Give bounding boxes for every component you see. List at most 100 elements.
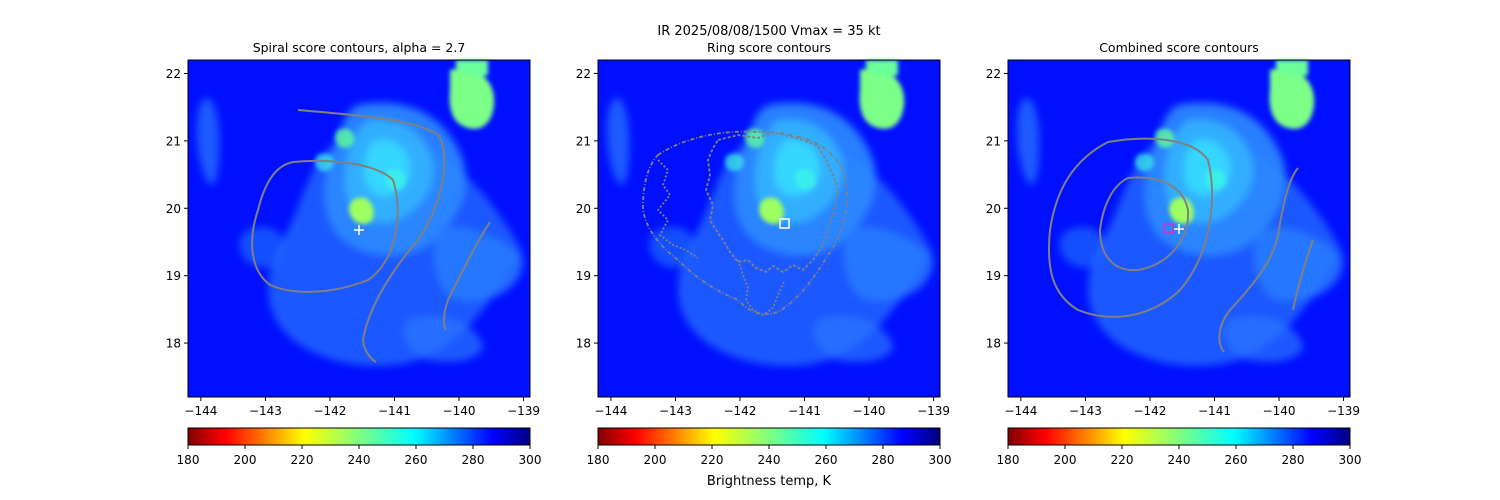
spiral-contours: [251, 109, 491, 363]
x-tick-label: −144: [184, 404, 217, 418]
ring-contour-dense-core: [705, 131, 839, 273]
colorbar-gradient: [1007, 427, 1351, 446]
ring-contour-south: [737, 259, 785, 316]
y-axis: 18 19 20 21 22: [576, 67, 598, 351]
colorbar-tick-label: 220: [1111, 453, 1134, 467]
x-tick-label: −144: [594, 404, 627, 418]
colorbar-tick-label: 280: [1282, 453, 1305, 467]
ring-contour-outer: [642, 130, 848, 315]
x-tick-label: −143: [249, 404, 282, 418]
panel-title: Ring score contours: [707, 40, 831, 55]
spiral-contour-outer: [297, 109, 446, 363]
y-tick-label: 19: [986, 269, 1001, 283]
x-tick-label: −141: [1198, 404, 1231, 418]
marker: [354, 225, 364, 235]
x-tick-label: −139: [1327, 404, 1360, 418]
x-tick-label: −142: [723, 404, 756, 418]
x-tick-label: −142: [1133, 404, 1166, 418]
figure-suptitle: IR 2025/08/08/1500 Vmax = 35 kt: [657, 24, 880, 39]
colorbar-2: 180 200 220 240 260 280 300 Brightness temp, K: [587, 427, 952, 489]
y-tick-label: 22: [986, 67, 1001, 81]
colorbar-ticks: 180 200 220 240 260 280 300: [997, 445, 1362, 467]
x-axis: −144 −143 −142 −141 −140 −139: [594, 397, 950, 418]
y-tick-label: 21: [576, 134, 591, 148]
colorbar-tick-label: 240: [1168, 453, 1191, 467]
spiral-contour-right: [442, 221, 491, 331]
ring-contours: [642, 130, 848, 316]
y-axis: 18 19 20 21 22: [986, 67, 1008, 351]
x-tick-label: −143: [659, 404, 692, 418]
y-tick-label: 19: [576, 269, 591, 283]
colorbar-tick-label: 300: [1339, 453, 1362, 467]
combined-contours: [1047, 137, 1314, 353]
colorbar-tick-label: 260: [405, 453, 428, 467]
plot-frame: [597, 59, 941, 398]
colorbar-ticks: 180 200 220 240 260 280 300: [177, 445, 542, 467]
x-tick-label: −141: [788, 404, 821, 418]
combined-contour-right: [1218, 167, 1299, 353]
colorbar-tick-label: 260: [1225, 453, 1248, 467]
ring-center-marker: [779, 218, 790, 229]
colorbar-tick-label: 280: [462, 453, 485, 467]
best-track-center-marker: [1174, 224, 1184, 234]
spiral-contour-inner: [251, 159, 399, 293]
panel-ring: Ring score contours −144 −143 −142 −141 −140…: [576, 40, 950, 418]
colorbar-tick-label: 200: [234, 453, 257, 467]
y-tick-label: 20: [576, 202, 591, 216]
y-tick-label: 18: [986, 337, 1001, 351]
y-tick-label: 22: [576, 67, 591, 81]
combined-contour-east: [1292, 239, 1314, 311]
colorbar-label: Brightness temp, K: [707, 474, 832, 489]
x-tick-label: −140: [443, 404, 476, 418]
combined-contour-outer: [1047, 137, 1214, 318]
x-tick-label: −142: [313, 404, 346, 418]
colorbar-tick-label: 180: [997, 453, 1020, 467]
x-tick-label: −139: [917, 404, 950, 418]
ring-contour-west: [657, 159, 699, 259]
marker: [779, 218, 790, 229]
colorbar-3: 180 200 220 240 260 280 300: [997, 427, 1362, 467]
x-tick-label: −143: [1069, 404, 1102, 418]
colorbar-tick-label: 260: [815, 453, 838, 467]
colorbar-tick-label: 180: [587, 453, 610, 467]
y-axis: 18 19 20 21 22: [166, 67, 188, 351]
y-tick-label: 21: [986, 134, 1001, 148]
y-tick-label: 20: [986, 202, 1001, 216]
colorbar-tick-label: 200: [644, 453, 667, 467]
best-track-center-marker: [354, 225, 364, 235]
y-tick-label: 18: [576, 337, 591, 351]
marker: [1163, 223, 1174, 234]
x-tick-label: −141: [378, 404, 411, 418]
x-tick-label: −139: [507, 404, 540, 418]
x-axis: −144 −143 −142 −141 −140 −139: [1004, 397, 1360, 418]
colorbar-tick-label: 240: [758, 453, 781, 467]
colorbar-tick-label: 240: [348, 453, 371, 467]
x-tick-label: −144: [1004, 404, 1037, 418]
x-axis: −144 −143 −142 −141 −140 −139: [184, 397, 540, 418]
panel-title: Spiral score contours, alpha = 2.7: [253, 40, 466, 55]
y-tick-label: 18: [166, 337, 181, 351]
y-tick-label: 22: [166, 67, 181, 81]
colorbar-1: 180 200 220 240 260 280 300: [177, 427, 542, 467]
y-tick-label: 21: [166, 134, 181, 148]
combined-contour-inner: [1098, 176, 1190, 272]
x-tick-label: −140: [1263, 404, 1296, 418]
plot-frame: [187, 59, 531, 398]
panel-title: Combined score contours: [1099, 40, 1259, 55]
panel-combined: Combined score contours −144 −143 −142 −141…: [986, 40, 1360, 418]
colorbar-ticks: 180 200 220 240 260 280 300: [587, 445, 952, 467]
combined-center-marker: [1163, 223, 1174, 234]
colorbar-tick-label: 300: [519, 453, 542, 467]
panel-spiral: Spiral score contours, alpha = 2.7 −144−…: [166, 40, 540, 418]
colorbar-tick-label: 220: [701, 453, 724, 467]
colorbar-tick-label: 200: [1054, 453, 1077, 467]
colorbar-tick-label: 280: [872, 453, 895, 467]
colorbar-gradient: [597, 427, 941, 446]
colorbar-gradient: [187, 427, 531, 446]
marker: [1174, 224, 1184, 234]
y-tick-label: 20: [166, 202, 181, 216]
colorbar-tick-label: 300: [929, 453, 952, 467]
plot-frame: [1007, 59, 1351, 398]
x-tick-label: −140: [853, 404, 886, 418]
colorbar-tick-label: 180: [177, 453, 200, 467]
